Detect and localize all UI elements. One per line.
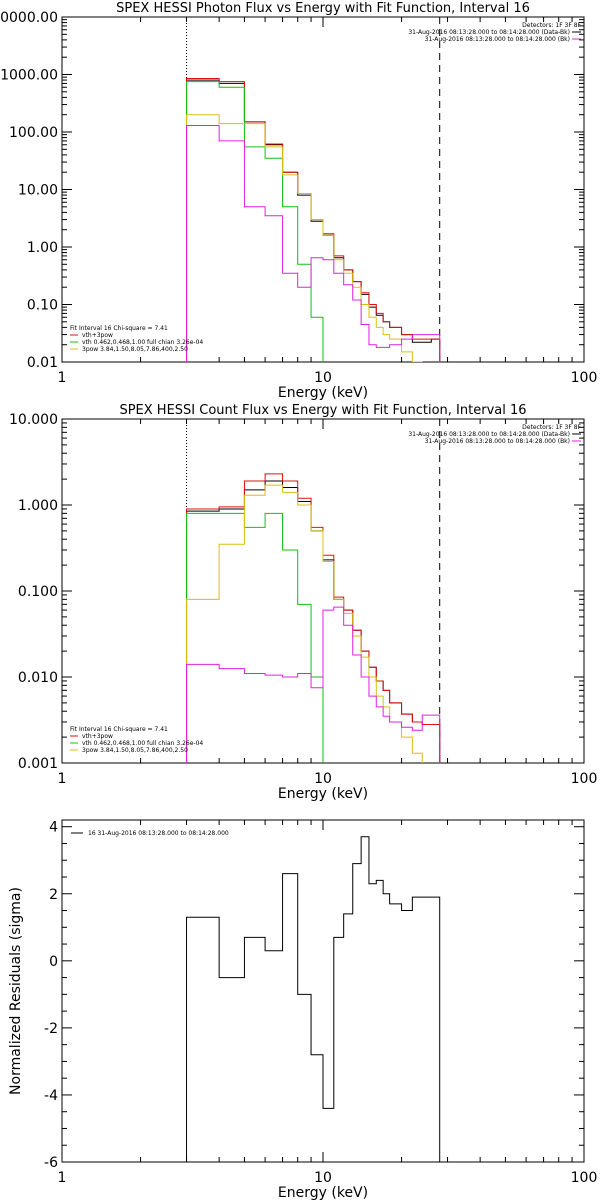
panel3-xtick-label: 100 [571, 1170, 598, 1186]
panel2-series-3 [186, 484, 423, 763]
panel1-xtick-label: 10 [314, 370, 332, 386]
panel2-ytick-label: 0.100 [18, 584, 58, 600]
panel2-legend-bk: 31-Aug-2016 08:13:28.000 to 08:14:28.000… [425, 438, 570, 445]
panel2-legend-databk: 31-Aug-2016 08:13:28.000 to 08:14:28.000… [408, 431, 570, 438]
panel1-series-4 [186, 124, 441, 362]
panel3-series-0 [186, 836, 441, 1162]
panel1-series-1 [186, 78, 441, 362]
panel2-legend-fit-header: Fit Interval 16 Chi-square = 7.41 [70, 726, 168, 733]
panel1-ytick-label: 100.00 [9, 125, 58, 141]
panel1-ytick-label: 1000.00 [0, 68, 58, 84]
panel2-title: SPEX HESSI Count Flux vs Energy with Fit… [119, 403, 526, 418]
panel1-series-3 [186, 114, 423, 362]
panel1-ytick-label: 0.01 [27, 355, 58, 371]
panel1-legend-fit-entry: 3pow 3.84,1.50,8.05,7.86,400,2.50 [82, 346, 188, 353]
panel2-ytick-label: 1.000 [18, 498, 58, 514]
panel2-series-1 [186, 473, 441, 763]
panel1-xlabel: Energy (keV) [278, 385, 368, 401]
panel3-ytick-label: -6 [44, 1155, 58, 1171]
panel2-xtick-label: 10 [314, 771, 332, 787]
panel3-frame [61, 819, 585, 1163]
panel1-legend-fit-header: Fit Interval 16 Chi-square = 7.41 [70, 325, 168, 332]
panel1-series-2 [186, 81, 324, 362]
panel3-xtick-label: 10 [314, 1170, 332, 1186]
panel3-ytick-label: -2 [44, 1021, 58, 1037]
panel2-ytick-label: 0.001 [18, 756, 58, 772]
panel2-ytick-label: 10.000 [9, 412, 58, 428]
panel1-xtick-label: 1 [58, 370, 67, 386]
panel2-ytick-label: 0.010 [18, 670, 58, 686]
panel2-xlabel: Energy (keV) [278, 786, 368, 802]
panel1-legend-databk: 31-Aug-2016 08:13:28.000 to 08:14:28.000… [408, 29, 570, 36]
panel1-ytick-label: 10.00 [18, 183, 58, 199]
panel3-ylabel: Normalized Residuals (sigma) [8, 887, 24, 1095]
panel3-xlabel: Energy (keV) [278, 1185, 368, 1200]
panel1-frame [61, 16, 585, 363]
panel1-xtick-label: 100 [571, 370, 598, 386]
panel2-legend-fit-entry: vth 0.462,0.468,1.00 full chian 3.26e-04 [82, 740, 203, 747]
panel1-legend-fit-entry: vth+3pow [82, 332, 113, 339]
panel1-legend-bk: 31-Aug-2016 08:13:28.000 to 08:14:28.000… [425, 36, 570, 43]
panel1-legend-fit-entry: vth 0.462,0.468,1.00 full chian 3.26e-04 [82, 339, 203, 346]
panel3-ytick-label: 2 [49, 887, 58, 903]
panel2-legend-fit-entry: 3pow 3.84,1.50,8.05,7.86,400,2.50 [82, 747, 188, 754]
panel1-legend-detectors: Detectors: 1F 3F 8F [522, 22, 581, 29]
panel2-legend-fit-entry: vth+3pow [82, 733, 113, 740]
panel2-legend-detectors: Detectors: 1F 3F 8F [522, 424, 581, 431]
panel3-ytick-label: 0 [49, 954, 58, 970]
panel2-xtick-label: 1 [58, 771, 67, 787]
panel1-ytick-label: 1.00 [27, 240, 58, 256]
panel2-xtick-label: 100 [571, 771, 598, 787]
panel2-series-2 [186, 512, 324, 763]
panel3-ytick-label: -4 [44, 1088, 58, 1104]
panel3-xtick-label: 1 [58, 1170, 67, 1186]
panel1-ytick-label: 0000.00 [0, 10, 58, 26]
panel3-ytick-label: 4 [49, 820, 58, 836]
panel1-title: SPEX HESSI Photon Flux vs Energy with Fi… [116, 1, 530, 16]
panel3-legend-entry: 16 31-Aug-2016 08:13:28.000 to 08:14:28.… [88, 830, 229, 837]
panel1-ytick-label: 0.10 [27, 298, 58, 314]
panel2-series-4 [186, 606, 441, 763]
